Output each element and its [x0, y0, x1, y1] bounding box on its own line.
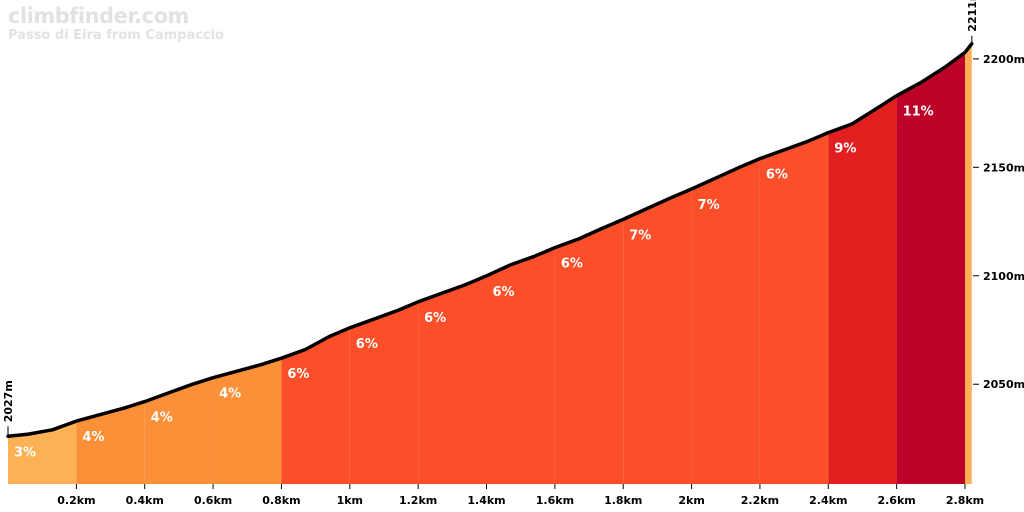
end-elevation-label: 2211m — [966, 0, 979, 32]
x-tick-label: 2.6km — [877, 494, 915, 507]
grade-label: 6% — [424, 311, 446, 326]
x-tick-label: 1.8km — [604, 494, 642, 507]
endpoint-markers: 2027m 2211m — [2, 0, 979, 437]
grade-segment — [8, 421, 77, 484]
grade-label: 7% — [698, 198, 720, 213]
grade-segment — [828, 95, 897, 484]
x-tick-label: 2.4km — [809, 494, 847, 507]
grade-label: 6% — [493, 285, 515, 300]
grade-segments — [8, 43, 972, 485]
x-tick-label: 0.6km — [194, 494, 232, 507]
grade-segment — [759, 132, 829, 484]
grade-label: 6% — [356, 337, 378, 352]
watermark-site: climbfinder.com — [8, 4, 189, 28]
y-tick-label: 2200m — [983, 53, 1024, 66]
grade-segment — [623, 189, 692, 484]
x-tick-label: 1km — [337, 494, 363, 507]
profile-line — [6, 41, 974, 439]
grade-segment — [418, 275, 487, 484]
axes: 0.2km 0.4km 0.6km 0.8km 1km 1.2km 1.4km 1.6km 1.… — [57, 53, 1024, 507]
y-tick-label: 2100m — [983, 270, 1024, 283]
grade-segment — [281, 327, 350, 484]
grade-segment — [554, 219, 624, 484]
grade-label: 9% — [834, 142, 856, 157]
grade-label: 6% — [766, 168, 788, 183]
grade-label: 6% — [287, 367, 309, 382]
x-tick-label: 2km — [678, 494, 704, 507]
start-elevation-label: 2027m — [2, 380, 15, 422]
x-tick-label: 0.2km — [57, 494, 95, 507]
grade-label: 6% — [561, 257, 583, 272]
grade-label: 3% — [14, 445, 36, 460]
y-tick-label: 2050m — [983, 378, 1024, 391]
grade-labels: 3% 4% 4% 4% 6% 6% 6% 6% 6% 7% 7% 6% 9% 11% — [14, 105, 934, 461]
grade-label: 7% — [629, 228, 651, 243]
grade-segment — [213, 358, 282, 484]
x-tick-label: 1.2km — [399, 494, 437, 507]
x-tick-label: 0.8km — [262, 494, 300, 507]
grade-segment — [965, 43, 972, 484]
grade-segment — [349, 301, 419, 484]
grade-label: 4% — [151, 411, 173, 426]
y-tick-label: 2150m — [983, 161, 1024, 174]
grade-segment — [896, 52, 965, 485]
grade-segment — [486, 247, 555, 484]
x-tick-label: 0.4km — [126, 494, 164, 507]
x-tick-label: 2.8km — [946, 494, 984, 507]
grade-label: 11% — [903, 105, 934, 120]
x-tick-label: 2.2km — [741, 494, 779, 507]
grade-segment — [76, 401, 145, 484]
grade-label: 4% — [82, 430, 104, 445]
watermark-climb-name: Passo di Eira from Campaccio — [8, 28, 225, 43]
x-tick-label: 1.6km — [536, 494, 574, 507]
grade-segment — [691, 158, 760, 484]
x-tick-label: 1.4km — [467, 494, 505, 507]
grade-segment — [144, 377, 214, 484]
grade-label: 4% — [219, 387, 241, 402]
